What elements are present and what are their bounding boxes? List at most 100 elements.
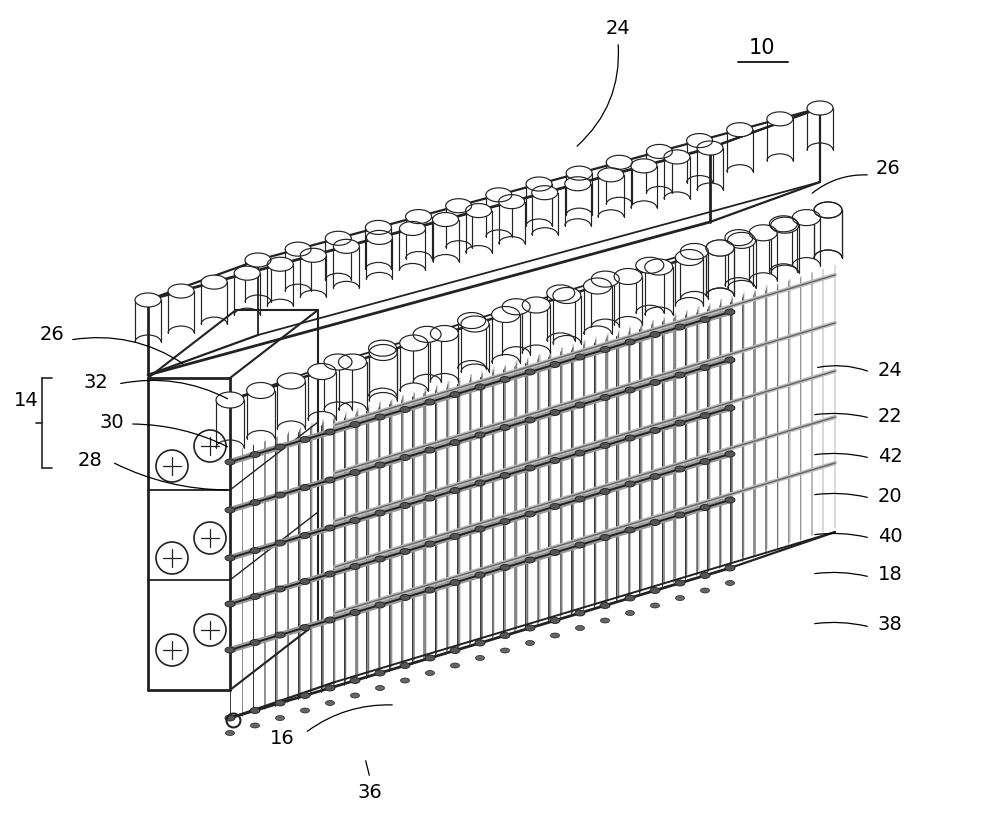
Ellipse shape <box>675 324 685 330</box>
Ellipse shape <box>216 392 244 408</box>
Text: 18: 18 <box>878 566 902 585</box>
Ellipse shape <box>308 364 336 379</box>
Ellipse shape <box>475 640 485 646</box>
Ellipse shape <box>400 407 410 413</box>
Ellipse shape <box>700 458 710 464</box>
Ellipse shape <box>225 507 235 513</box>
Ellipse shape <box>500 564 510 571</box>
Ellipse shape <box>700 572 710 578</box>
Ellipse shape <box>532 186 558 200</box>
Ellipse shape <box>400 503 410 508</box>
Ellipse shape <box>501 648 510 653</box>
Ellipse shape <box>275 540 285 546</box>
Ellipse shape <box>135 293 161 307</box>
Ellipse shape <box>325 571 335 577</box>
Ellipse shape <box>526 177 552 191</box>
Ellipse shape <box>450 663 460 668</box>
Ellipse shape <box>625 339 635 345</box>
Ellipse shape <box>636 257 664 273</box>
Text: 20: 20 <box>878 487 902 506</box>
Text: 40: 40 <box>878 527 902 546</box>
Ellipse shape <box>500 377 510 383</box>
Ellipse shape <box>500 424 510 430</box>
Ellipse shape <box>680 244 708 260</box>
Ellipse shape <box>687 134 713 147</box>
Ellipse shape <box>600 602 610 608</box>
Ellipse shape <box>525 625 535 631</box>
Ellipse shape <box>625 481 635 487</box>
Ellipse shape <box>650 519 660 526</box>
Ellipse shape <box>300 692 310 699</box>
Ellipse shape <box>525 557 535 563</box>
Ellipse shape <box>600 488 610 494</box>
Ellipse shape <box>277 373 305 389</box>
Ellipse shape <box>566 166 592 181</box>
Ellipse shape <box>553 288 581 304</box>
Ellipse shape <box>502 299 530 314</box>
Ellipse shape <box>500 473 510 478</box>
Ellipse shape <box>225 459 235 465</box>
Ellipse shape <box>575 610 585 616</box>
Ellipse shape <box>626 611 635 616</box>
Ellipse shape <box>646 145 672 158</box>
Ellipse shape <box>338 354 366 370</box>
Ellipse shape <box>550 633 560 638</box>
Ellipse shape <box>725 357 735 363</box>
Ellipse shape <box>475 480 485 486</box>
Ellipse shape <box>650 331 660 338</box>
Ellipse shape <box>625 435 635 441</box>
Ellipse shape <box>792 210 820 225</box>
Ellipse shape <box>450 647 460 653</box>
Ellipse shape <box>598 168 624 182</box>
Ellipse shape <box>550 409 560 415</box>
Ellipse shape <box>525 417 535 423</box>
Ellipse shape <box>350 518 360 523</box>
Ellipse shape <box>814 202 842 218</box>
Text: 30: 30 <box>100 413 124 432</box>
Ellipse shape <box>676 596 684 601</box>
Ellipse shape <box>250 499 260 506</box>
Ellipse shape <box>325 685 335 691</box>
Ellipse shape <box>225 601 235 607</box>
Ellipse shape <box>350 469 360 476</box>
Ellipse shape <box>614 269 642 285</box>
Ellipse shape <box>425 495 435 501</box>
Ellipse shape <box>247 383 275 399</box>
Ellipse shape <box>500 632 510 638</box>
Ellipse shape <box>700 588 710 593</box>
Ellipse shape <box>575 450 585 456</box>
Ellipse shape <box>725 405 735 411</box>
Ellipse shape <box>400 595 410 601</box>
Ellipse shape <box>706 240 734 256</box>
Text: 42: 42 <box>878 447 902 465</box>
Ellipse shape <box>400 335 428 351</box>
Ellipse shape <box>425 655 435 661</box>
Ellipse shape <box>475 432 485 438</box>
Ellipse shape <box>600 443 610 448</box>
Text: 36: 36 <box>358 783 382 801</box>
Ellipse shape <box>300 484 310 491</box>
Ellipse shape <box>769 215 797 232</box>
Ellipse shape <box>600 618 610 623</box>
Ellipse shape <box>433 212 459 226</box>
Ellipse shape <box>525 465 535 471</box>
Ellipse shape <box>400 454 410 460</box>
Ellipse shape <box>325 429 335 435</box>
Ellipse shape <box>250 707 260 714</box>
Ellipse shape <box>413 326 441 342</box>
Ellipse shape <box>725 309 735 315</box>
Ellipse shape <box>267 257 293 271</box>
Ellipse shape <box>350 610 360 616</box>
Ellipse shape <box>576 626 584 631</box>
Ellipse shape <box>550 361 560 368</box>
Ellipse shape <box>550 549 560 556</box>
Ellipse shape <box>426 671 434 676</box>
Text: 24: 24 <box>606 18 630 37</box>
Ellipse shape <box>430 325 458 341</box>
Ellipse shape <box>276 716 285 721</box>
Ellipse shape <box>399 221 425 235</box>
Ellipse shape <box>225 647 235 653</box>
Ellipse shape <box>526 641 534 646</box>
Ellipse shape <box>675 372 685 378</box>
Ellipse shape <box>300 437 310 443</box>
